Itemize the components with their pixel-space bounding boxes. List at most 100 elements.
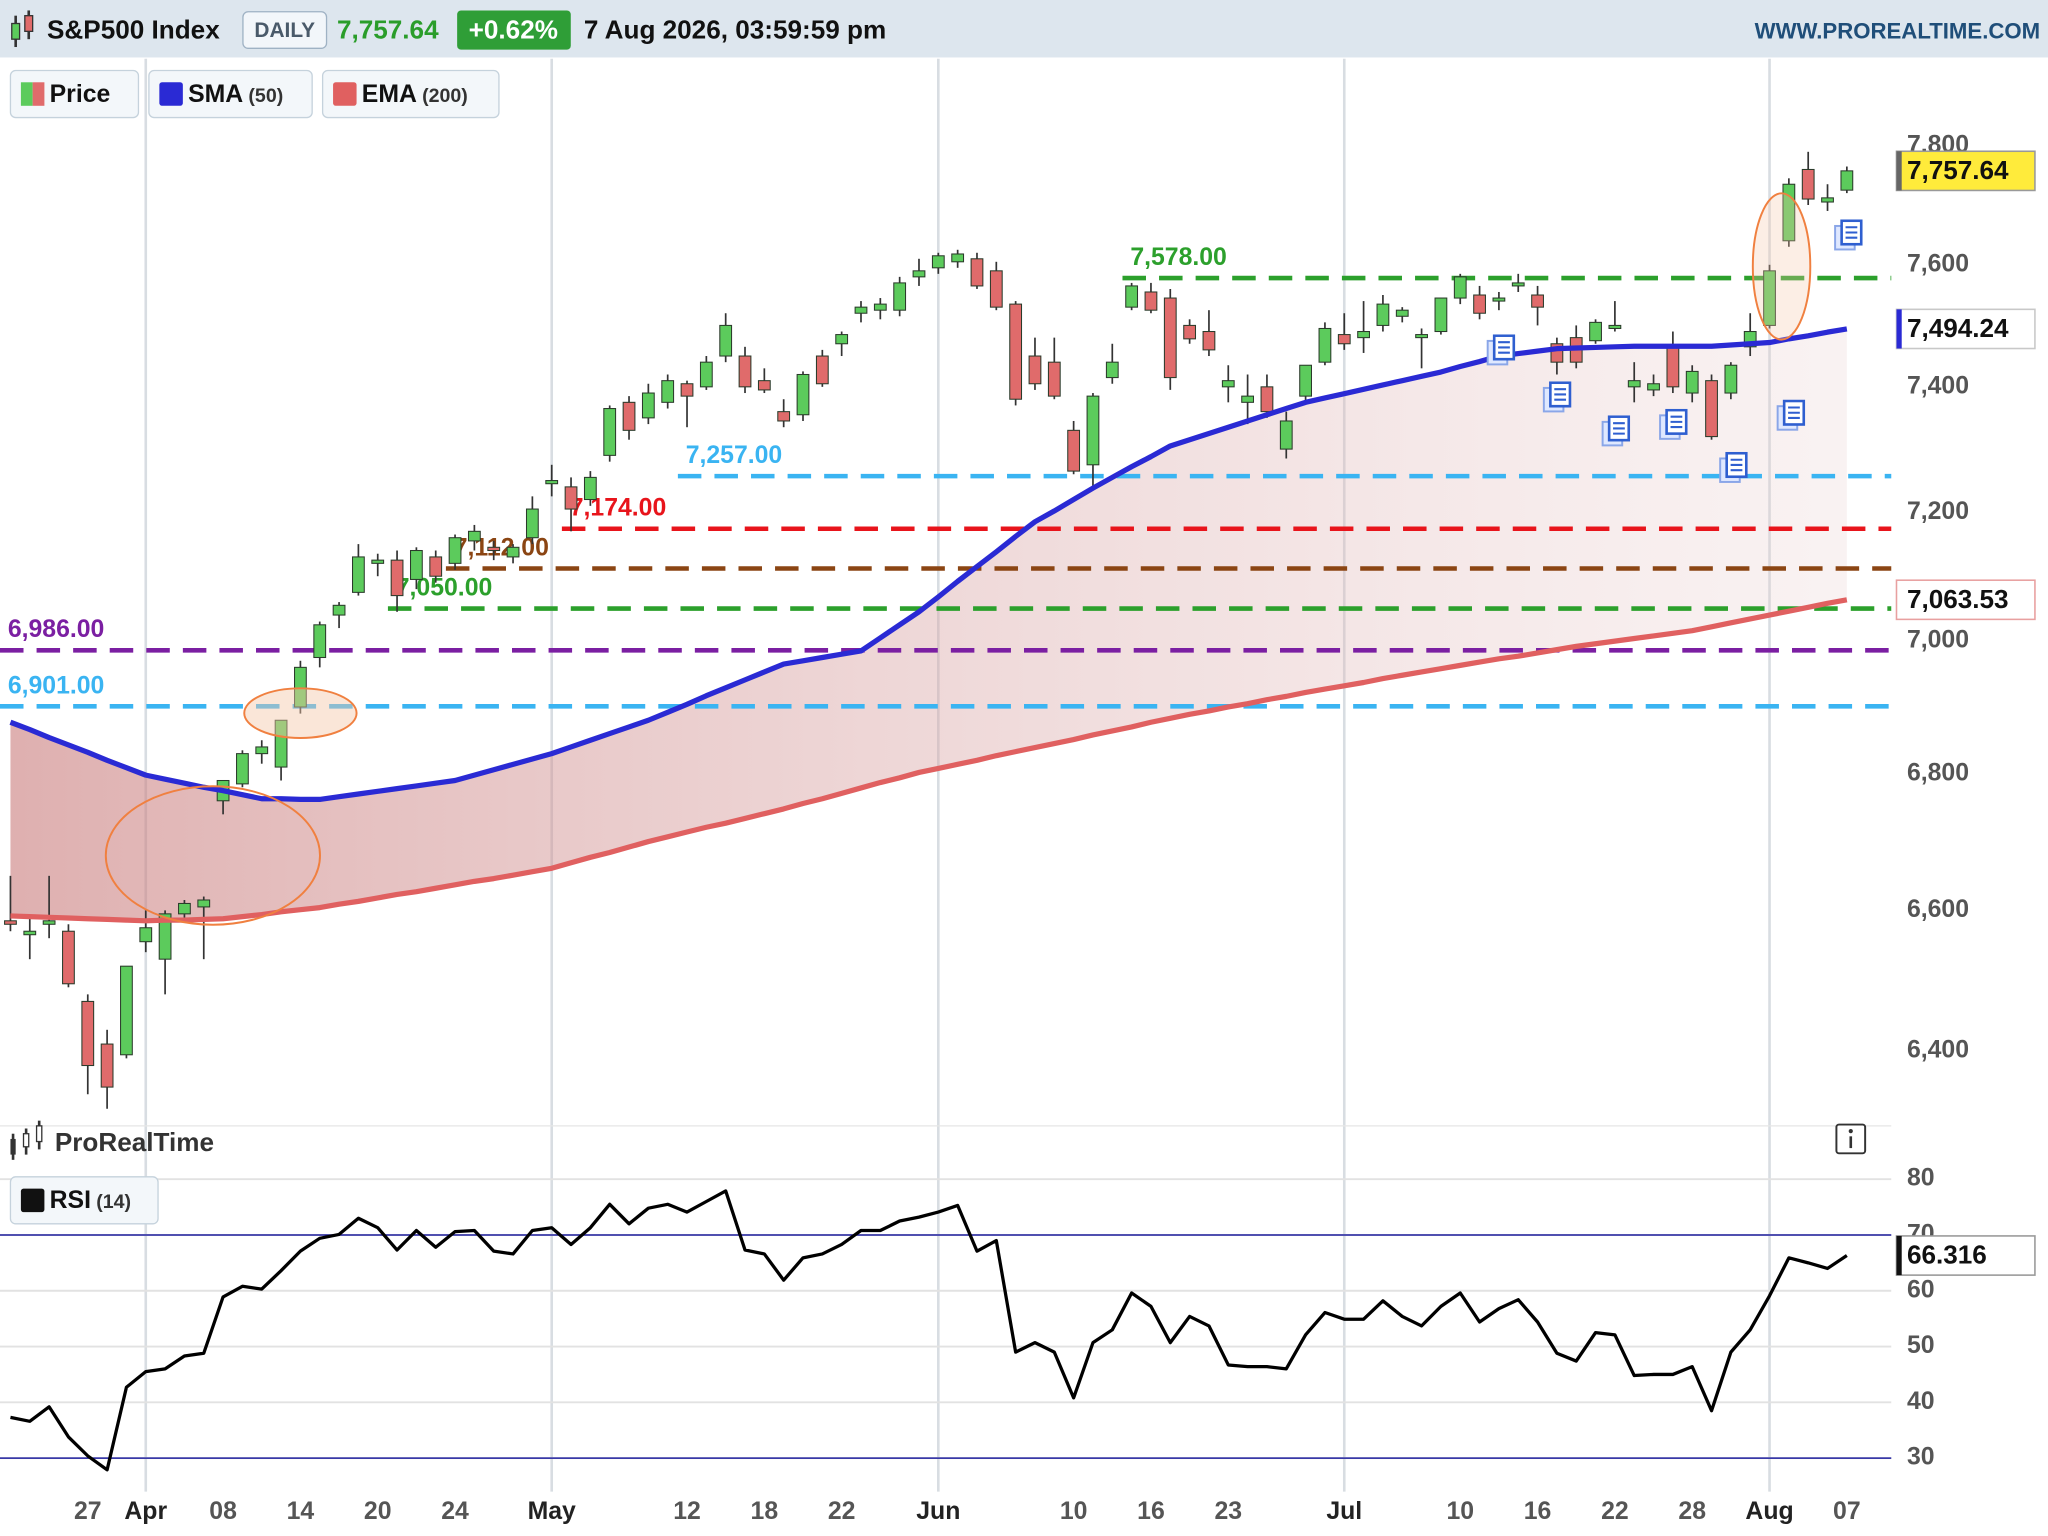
candle-body [1782,183,1796,242]
doc-icon [1833,219,1863,251]
candle-body [1473,294,1486,314]
x-tick-label: May [528,1498,576,1525]
candle-body [641,392,655,419]
candle-body [1724,364,1738,394]
candle-body [42,920,56,925]
candle-body [1183,324,1197,340]
change-badge [457,10,571,50]
doc-icon [1486,334,1516,366]
candle-body [1067,429,1081,472]
x-tick-label: 14 [287,1498,315,1525]
candle-body [1550,343,1564,363]
level-label: 7,578.00 [1130,244,1227,271]
candle-body [1705,380,1718,438]
candle-body [23,930,37,936]
x-tick-label: Jul [1326,1498,1362,1525]
candle-body [390,559,404,597]
x-tick-label: 10 [1446,1498,1474,1525]
candle-body [835,334,849,345]
candle-body [1125,285,1139,308]
x-tick-label: 22 [1601,1498,1629,1525]
x-tick-label: 18 [751,1498,779,1525]
header-price: 7,757.64 [337,14,439,44]
candle-body [719,324,733,357]
x-tick-label: 28 [1678,1498,1706,1525]
y-tick-label: 7,600 [1907,250,1969,277]
candle-body [1241,395,1255,403]
x-tick-label: 16 [1524,1498,1552,1525]
candle-body [1647,383,1660,391]
line [10,1189,1848,1472]
candle-body [487,546,501,552]
legend-label: SMA [188,81,243,108]
x-tick-label: 10 [1060,1498,1088,1525]
candle-body [893,282,907,311]
y-tick-label: 7,400 [1907,372,1969,399]
candle-body [912,270,926,278]
candle-body [951,253,965,263]
line [10,597,1848,924]
candle-body [757,380,771,391]
candle-body [970,258,984,287]
y-tick-label: 80 [1907,1165,1935,1192]
candle-body [815,355,829,385]
candle-body [1511,282,1525,287]
y-tick-label: 7,000 [1907,627,1969,654]
legend-param: (50) [248,85,283,107]
candle-body [1376,303,1390,326]
last-value-box [1895,308,2036,350]
candle-body [120,965,133,1056]
candle-body [680,383,694,397]
legend-swatch [20,82,33,106]
candle-body [989,270,1003,308]
candle-body [1357,330,1370,339]
candle-body [1009,303,1023,400]
candle-body [139,927,153,943]
line [9,326,1848,803]
candle-body [1821,197,1834,203]
candle-body [1840,170,1854,191]
watermark: ProRealTime [55,1127,214,1157]
candle-body [1434,297,1448,333]
legend-label: Price [50,81,111,108]
x-tick-label: 22 [828,1498,856,1525]
legend-swatch [32,82,45,106]
x-tick-label: Jun [916,1498,960,1525]
candle-body [178,902,191,915]
legend-label: RSI [50,1187,91,1214]
candle-body [661,380,675,403]
x-tick-label: 24 [441,1498,469,1525]
last-value-box [1895,579,2036,621]
info-icon[interactable] [1835,1123,1867,1155]
last-value: 7,757.64 [1907,155,2009,185]
candle-body [873,303,887,311]
header-icon [11,10,34,48]
candle-body [313,624,327,659]
candle-body [699,361,713,388]
annotations [104,192,1863,926]
last-value-box [1895,1235,2036,1276]
candle-body [1743,330,1757,348]
candle-body [796,373,810,416]
candle-body [197,899,211,908]
candle-body [1337,334,1351,345]
legend-param: (14) [96,1191,131,1213]
legend-box [321,69,500,119]
header-bar [0,0,2048,58]
chart-title: S&P500 Index [47,14,220,44]
last-value: 7,063.53 [1907,584,2009,614]
candle-body [409,549,423,580]
legend-label: EMA [362,81,417,108]
x-tick-label: 16 [1137,1498,1165,1525]
y-tick-label: 30 [1907,1444,1935,1471]
last-value-bar [1896,1235,1902,1276]
candle-body [274,719,288,768]
candle-body [1801,168,1815,200]
candle-body [525,508,539,539]
candle-body [603,408,617,456]
candle-body [1531,294,1544,308]
legend-param: (200) [422,85,468,107]
ellipse [104,785,321,926]
candle-body [1279,420,1293,450]
